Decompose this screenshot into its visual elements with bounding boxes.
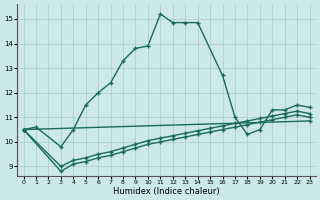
X-axis label: Humidex (Indice chaleur): Humidex (Indice chaleur) <box>113 187 220 196</box>
